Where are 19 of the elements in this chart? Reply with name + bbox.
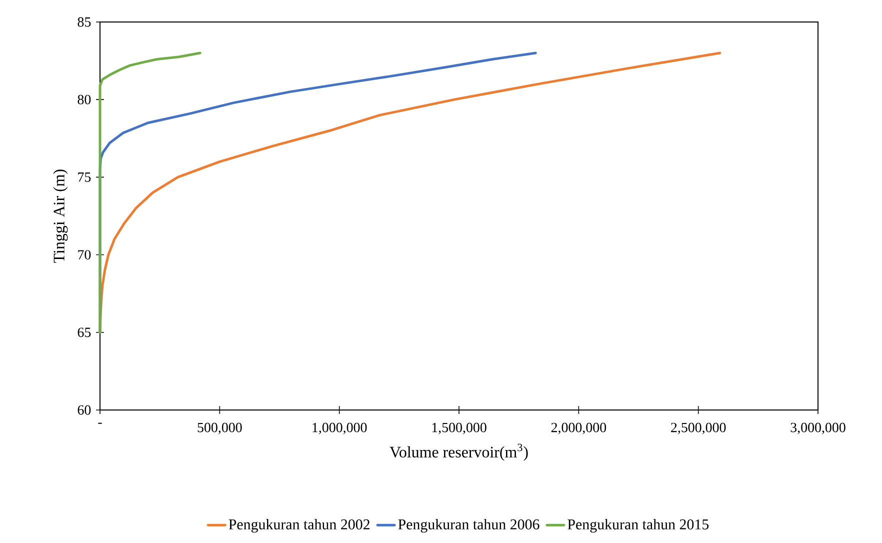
- x-tick-label: -: [98, 422, 102, 424]
- legend-label: Pengukuran tahun 2006: [398, 518, 540, 533]
- line-series: [98, 52, 202, 334]
- x-tick-label: 2,000,000: [551, 422, 606, 434]
- y-tick-label: 65: [78, 328, 91, 338]
- x-tick-label: 1,000,000: [312, 422, 367, 434]
- y-axis-title: Tinggi Air (m): [53, 170, 68, 263]
- x-tick-label: 500,000: [198, 422, 242, 434]
- x-tick-label: 1,500,000: [432, 422, 486, 434]
- y-tick-label: 70: [78, 250, 91, 260]
- x-tick-label: 2,500,000: [671, 422, 726, 434]
- y-tick-label: 80: [78, 94, 91, 104]
- y-tick-label: 85: [78, 17, 91, 27]
- x-axis-title: Volume reservoir(m$^{3}$): [390, 444, 528, 461]
- x-tick-label: 3,000,000: [790, 422, 846, 434]
- legend-label: Pengukuran tahun 2015: [568, 518, 709, 533]
- y-tick-label: 75: [78, 172, 91, 182]
- legend-label: Pengukuran tahun 2002: [228, 518, 370, 533]
- y-tick-label: 60: [78, 405, 91, 415]
